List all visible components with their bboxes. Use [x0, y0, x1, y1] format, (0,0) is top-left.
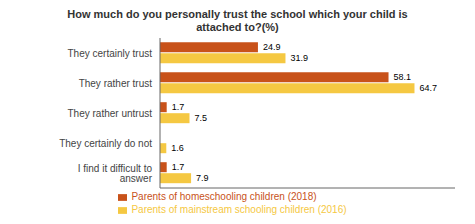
- svg-text:I find it difficult toanswer: I find it difficult toanswer: [78, 163, 153, 184]
- svg-text:1.7: 1.7: [172, 102, 185, 112]
- svg-text:1.7: 1.7: [172, 162, 185, 172]
- html-text:attached to?(%): attached to?(%): [196, 21, 279, 33]
- html-text:How much do you personally tru: How much do you personally trust the sch…: [67, 8, 408, 20]
- svg-text:They certainly do not: They certainly do not: [59, 138, 152, 149]
- svg-text:24.9: 24.9: [263, 42, 281, 52]
- svg-text:They rather untrust: They rather untrust: [68, 108, 153, 119]
- svg-text:58.1: 58.1: [394, 72, 412, 82]
- svg-text:They certainly trust: They certainly trust: [68, 48, 153, 59]
- html-text:Parents of mainstream schoolin: Parents of mainstream schooling children…: [131, 204, 347, 215]
- svg-text:31.9: 31.9: [290, 53, 308, 63]
- svg-text:7.9: 7.9: [196, 173, 209, 183]
- svg-text:64.7: 64.7: [419, 83, 437, 93]
- svg-text:1.6: 1.6: [171, 143, 184, 153]
- svg-text:7.5: 7.5: [195, 113, 208, 123]
- svg-text:They rather trust: They rather trust: [79, 78, 153, 89]
- html-text:Parents of homeschooling child: Parents of homeschooling children (2018): [131, 191, 317, 202]
